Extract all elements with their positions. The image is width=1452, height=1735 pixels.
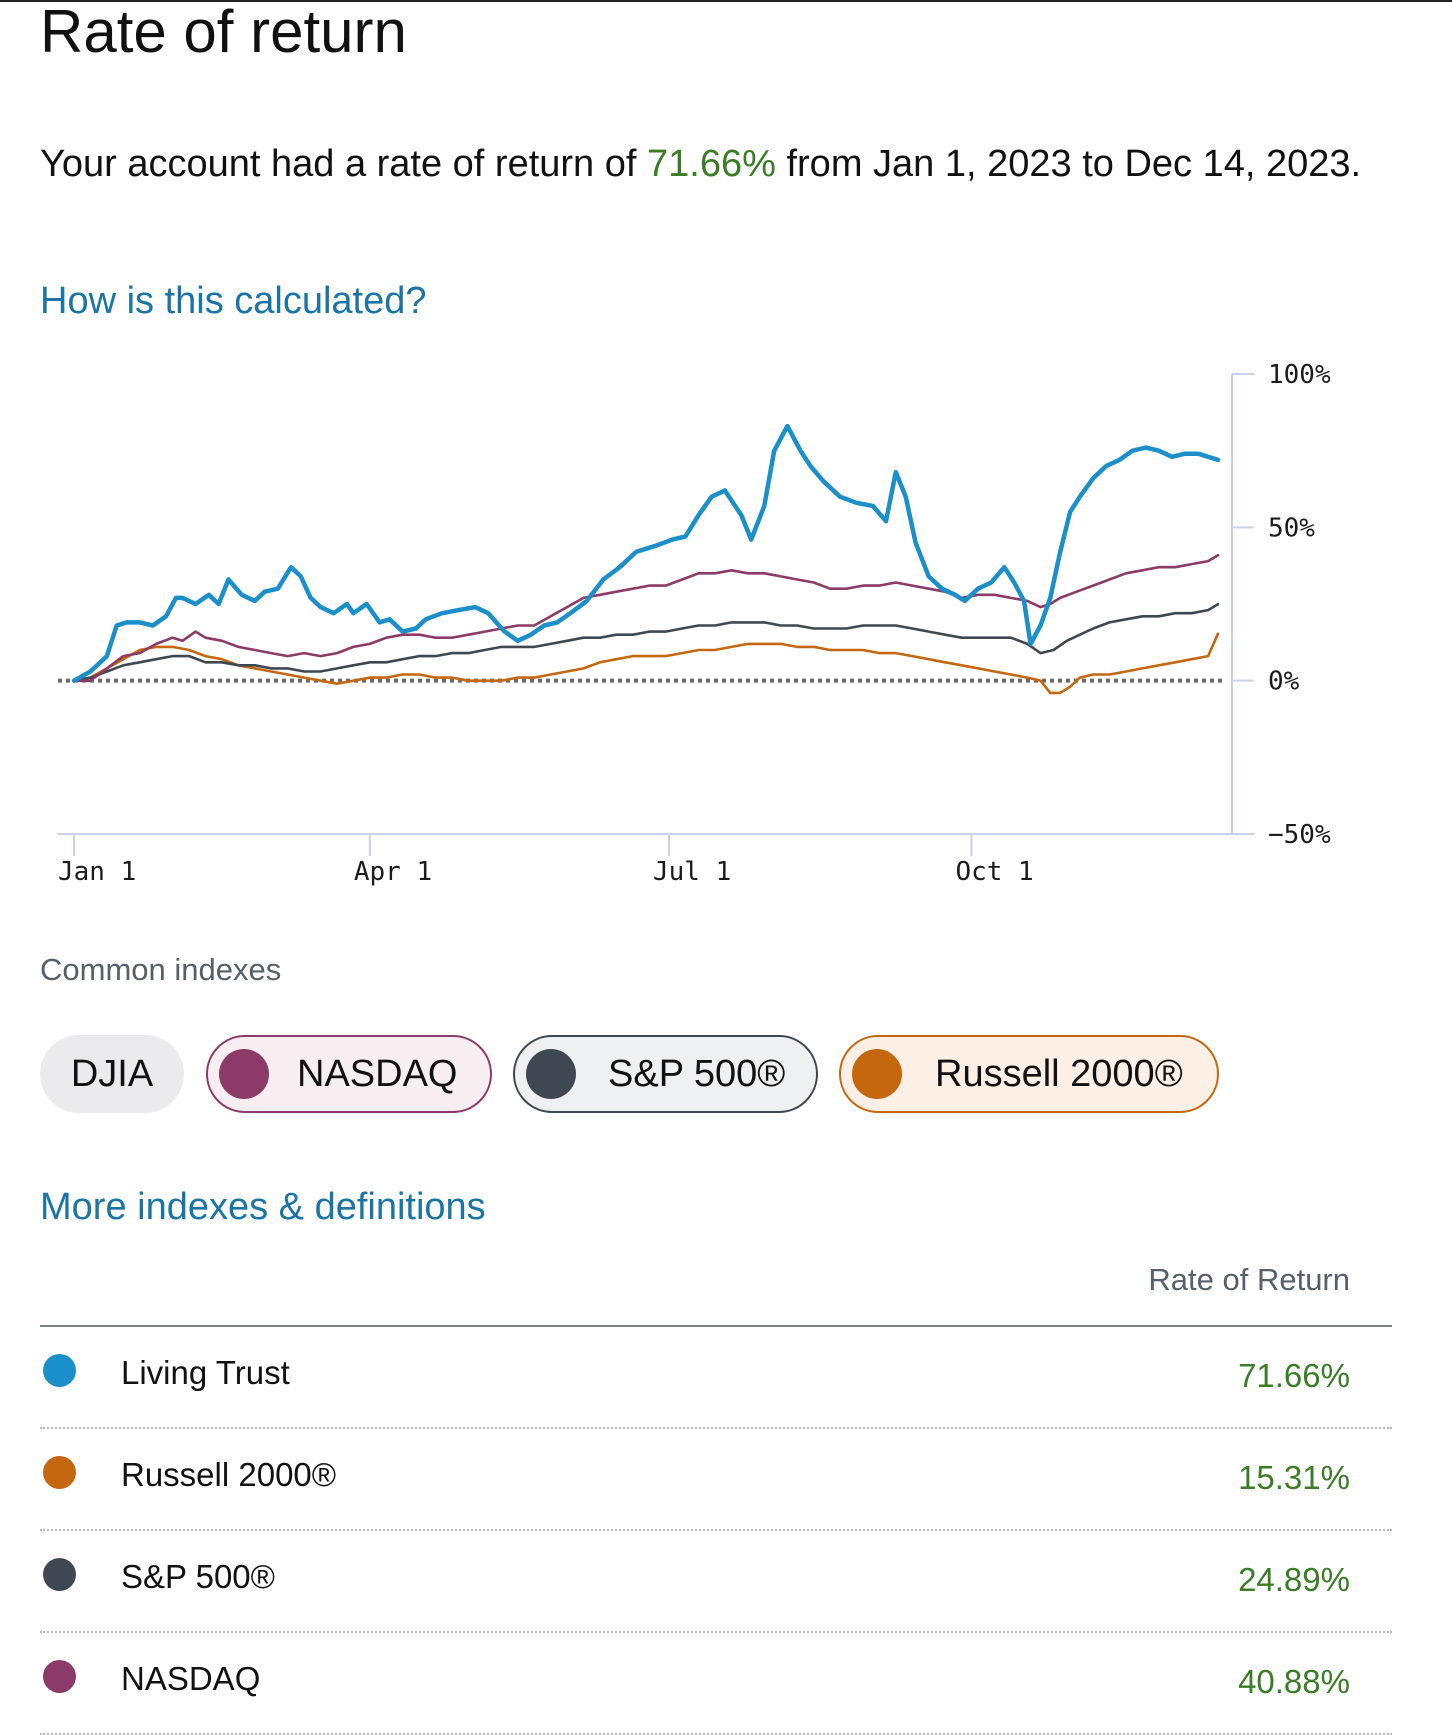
return-summary: Your account had a rate of return of 71.… (40, 134, 1400, 194)
table-row: Living Trust 71.66% (40, 1327, 1392, 1429)
y-tick-label: 100% (1268, 360, 1331, 390)
summary-rate: 71.66% (647, 143, 776, 185)
row-name: NASDAQ (121, 1660, 261, 1697)
y-tick-label: −50% (1268, 820, 1331, 850)
x-tick-label: Jul 1 (653, 857, 731, 887)
legend-dot (43, 1558, 76, 1591)
table-row: S&P 500® 24.89% (40, 1531, 1392, 1633)
y-tick-label: 50% (1268, 513, 1315, 543)
chip-sp500[interactable]: S&P 500® (513, 1035, 818, 1113)
sp500-color-dot (526, 1049, 576, 1099)
row-value: 40.88% (1238, 1663, 1350, 1700)
common-indexes-label: Common indexes (40, 952, 282, 987)
x-tick-label: Apr 1 (354, 857, 432, 887)
x-tick-label: Jan 1 (58, 857, 136, 887)
series-line-s-p-500 (72, 603, 1220, 682)
top-divider (0, 0, 1452, 2)
row-name: Russell 2000® (121, 1456, 337, 1493)
russell-color-dot (852, 1049, 902, 1099)
table-row: Russell 2000® 15.31% (40, 1429, 1392, 1531)
chip-russell-label: Russell 2000® (935, 1052, 1183, 1095)
rate-of-return-column-header: Rate of Return (1148, 1262, 1350, 1297)
rate-of-return-chart: 100% 50% 0% −50% Jan 1 Apr 1 Jul 1 Oct 1 (58, 360, 1331, 887)
summary-suffix: from Jan 1, 2023 to Dec 14, 2023. (786, 143, 1362, 185)
chip-nasdaq-label: NASDAQ (297, 1052, 458, 1095)
chip-russell-2000[interactable]: Russell 2000® (839, 1035, 1219, 1113)
legend-dot (43, 1660, 76, 1693)
nasdaq-color-dot (219, 1049, 269, 1099)
x-tick-label: Oct 1 (955, 857, 1033, 887)
summary-prefix: Your account had a rate of return of (40, 143, 637, 185)
chip-sp500-label: S&P 500® (608, 1052, 786, 1095)
y-tick-label: 0% (1268, 667, 1300, 697)
chip-nasdaq[interactable]: NASDAQ (206, 1035, 492, 1113)
more-indexes-link[interactable]: More indexes & definitions (40, 1186, 486, 1228)
series-line-living-trust (71, 423, 1221, 683)
row-value: 71.66% (1238, 1357, 1350, 1394)
chip-djia-label: DJIA (70, 1052, 154, 1095)
series-line-russell-2000 (72, 632, 1220, 695)
series-line-nasdaq (72, 554, 1220, 682)
row-name: Living Trust (121, 1354, 290, 1391)
chart-series (71, 423, 1221, 695)
row-name: S&P 500® (121, 1558, 275, 1595)
legend-dot (43, 1354, 76, 1387)
table-row: NASDAQ 40.88% (40, 1633, 1392, 1735)
how-calculated-link[interactable]: How is this calculated? (40, 280, 427, 322)
chart-axes (58, 373, 1254, 856)
legend-dot (43, 1456, 76, 1489)
chart-tick-labels: 100% 50% 0% −50% Jan 1 Apr 1 Jul 1 Oct 1 (58, 360, 1331, 887)
row-value: 15.31% (1238, 1459, 1350, 1496)
table-header-divider (40, 1325, 1392, 1327)
returns-table: Living Trust 71.66% Russell 2000® 15.31%… (40, 1327, 1392, 1735)
chip-djia[interactable]: DJIA (40, 1035, 184, 1113)
page-title: Rate of return (40, 0, 407, 65)
row-value: 24.89% (1238, 1561, 1350, 1598)
